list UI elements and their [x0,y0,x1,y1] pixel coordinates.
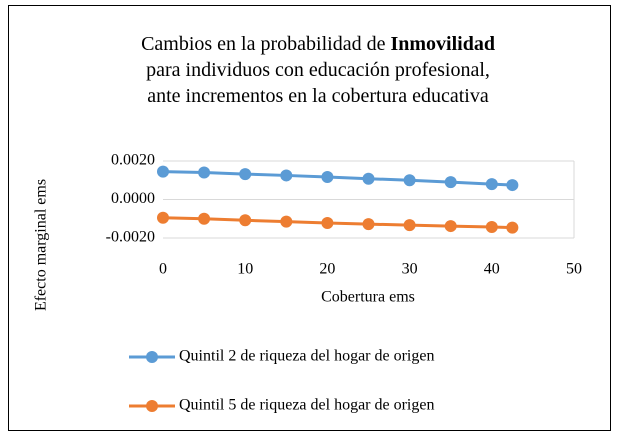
x-tick-label: 50 [566,261,582,278]
point [362,218,375,231]
point [403,174,416,187]
point [280,215,293,228]
x-tick-label: 30 [402,261,418,278]
legend-marker [146,400,158,412]
y-tick-label: 0.0000 [111,190,155,207]
point [444,176,457,189]
title-part: Inmovilidad [390,33,494,55]
chart-title: ante incrementos en la cobertura educati… [147,85,489,107]
point [444,220,457,233]
point [239,214,252,227]
point [157,165,169,178]
point [506,179,519,192]
title-part: para individuos con educación profesiona… [146,59,490,81]
point [485,178,498,191]
point [198,212,211,225]
y-axis-title: Efecto marginal ems [33,179,50,311]
legend-marker [146,351,158,363]
y-tick-label: 0.0020 [111,152,155,169]
x-tick-label: 20 [319,261,335,278]
chart-frame [8,5,611,431]
chart-title: para individuos con educación profesiona… [146,59,490,81]
title-part: ante incrementos en la cobertura educati… [147,85,489,107]
point [362,172,375,185]
x-axis-title: Cobertura ems [321,289,415,306]
y-tick-label: -0.0020 [106,229,155,246]
point [239,168,252,181]
title-part: Cambios en la probabilidad de [141,33,390,55]
legend-label: Quintil 2 de riqueza del hogar de origen [179,348,434,365]
point [403,219,416,232]
series-line [162,216,513,230]
x-tick-label: 10 [237,261,253,278]
point [321,216,334,229]
x-tick-label: 0 [159,261,167,278]
point [485,221,498,234]
series-line [162,170,513,187]
chart-title: Cambios en la probabilidad de Inmovilida… [141,33,495,55]
point [198,166,211,179]
point [157,211,169,224]
point [321,170,334,183]
point [506,221,519,234]
point [280,169,293,182]
x-tick-label: 40 [484,261,500,278]
legend-label: Quintil 5 de riqueza del hogar de origen [179,397,434,414]
